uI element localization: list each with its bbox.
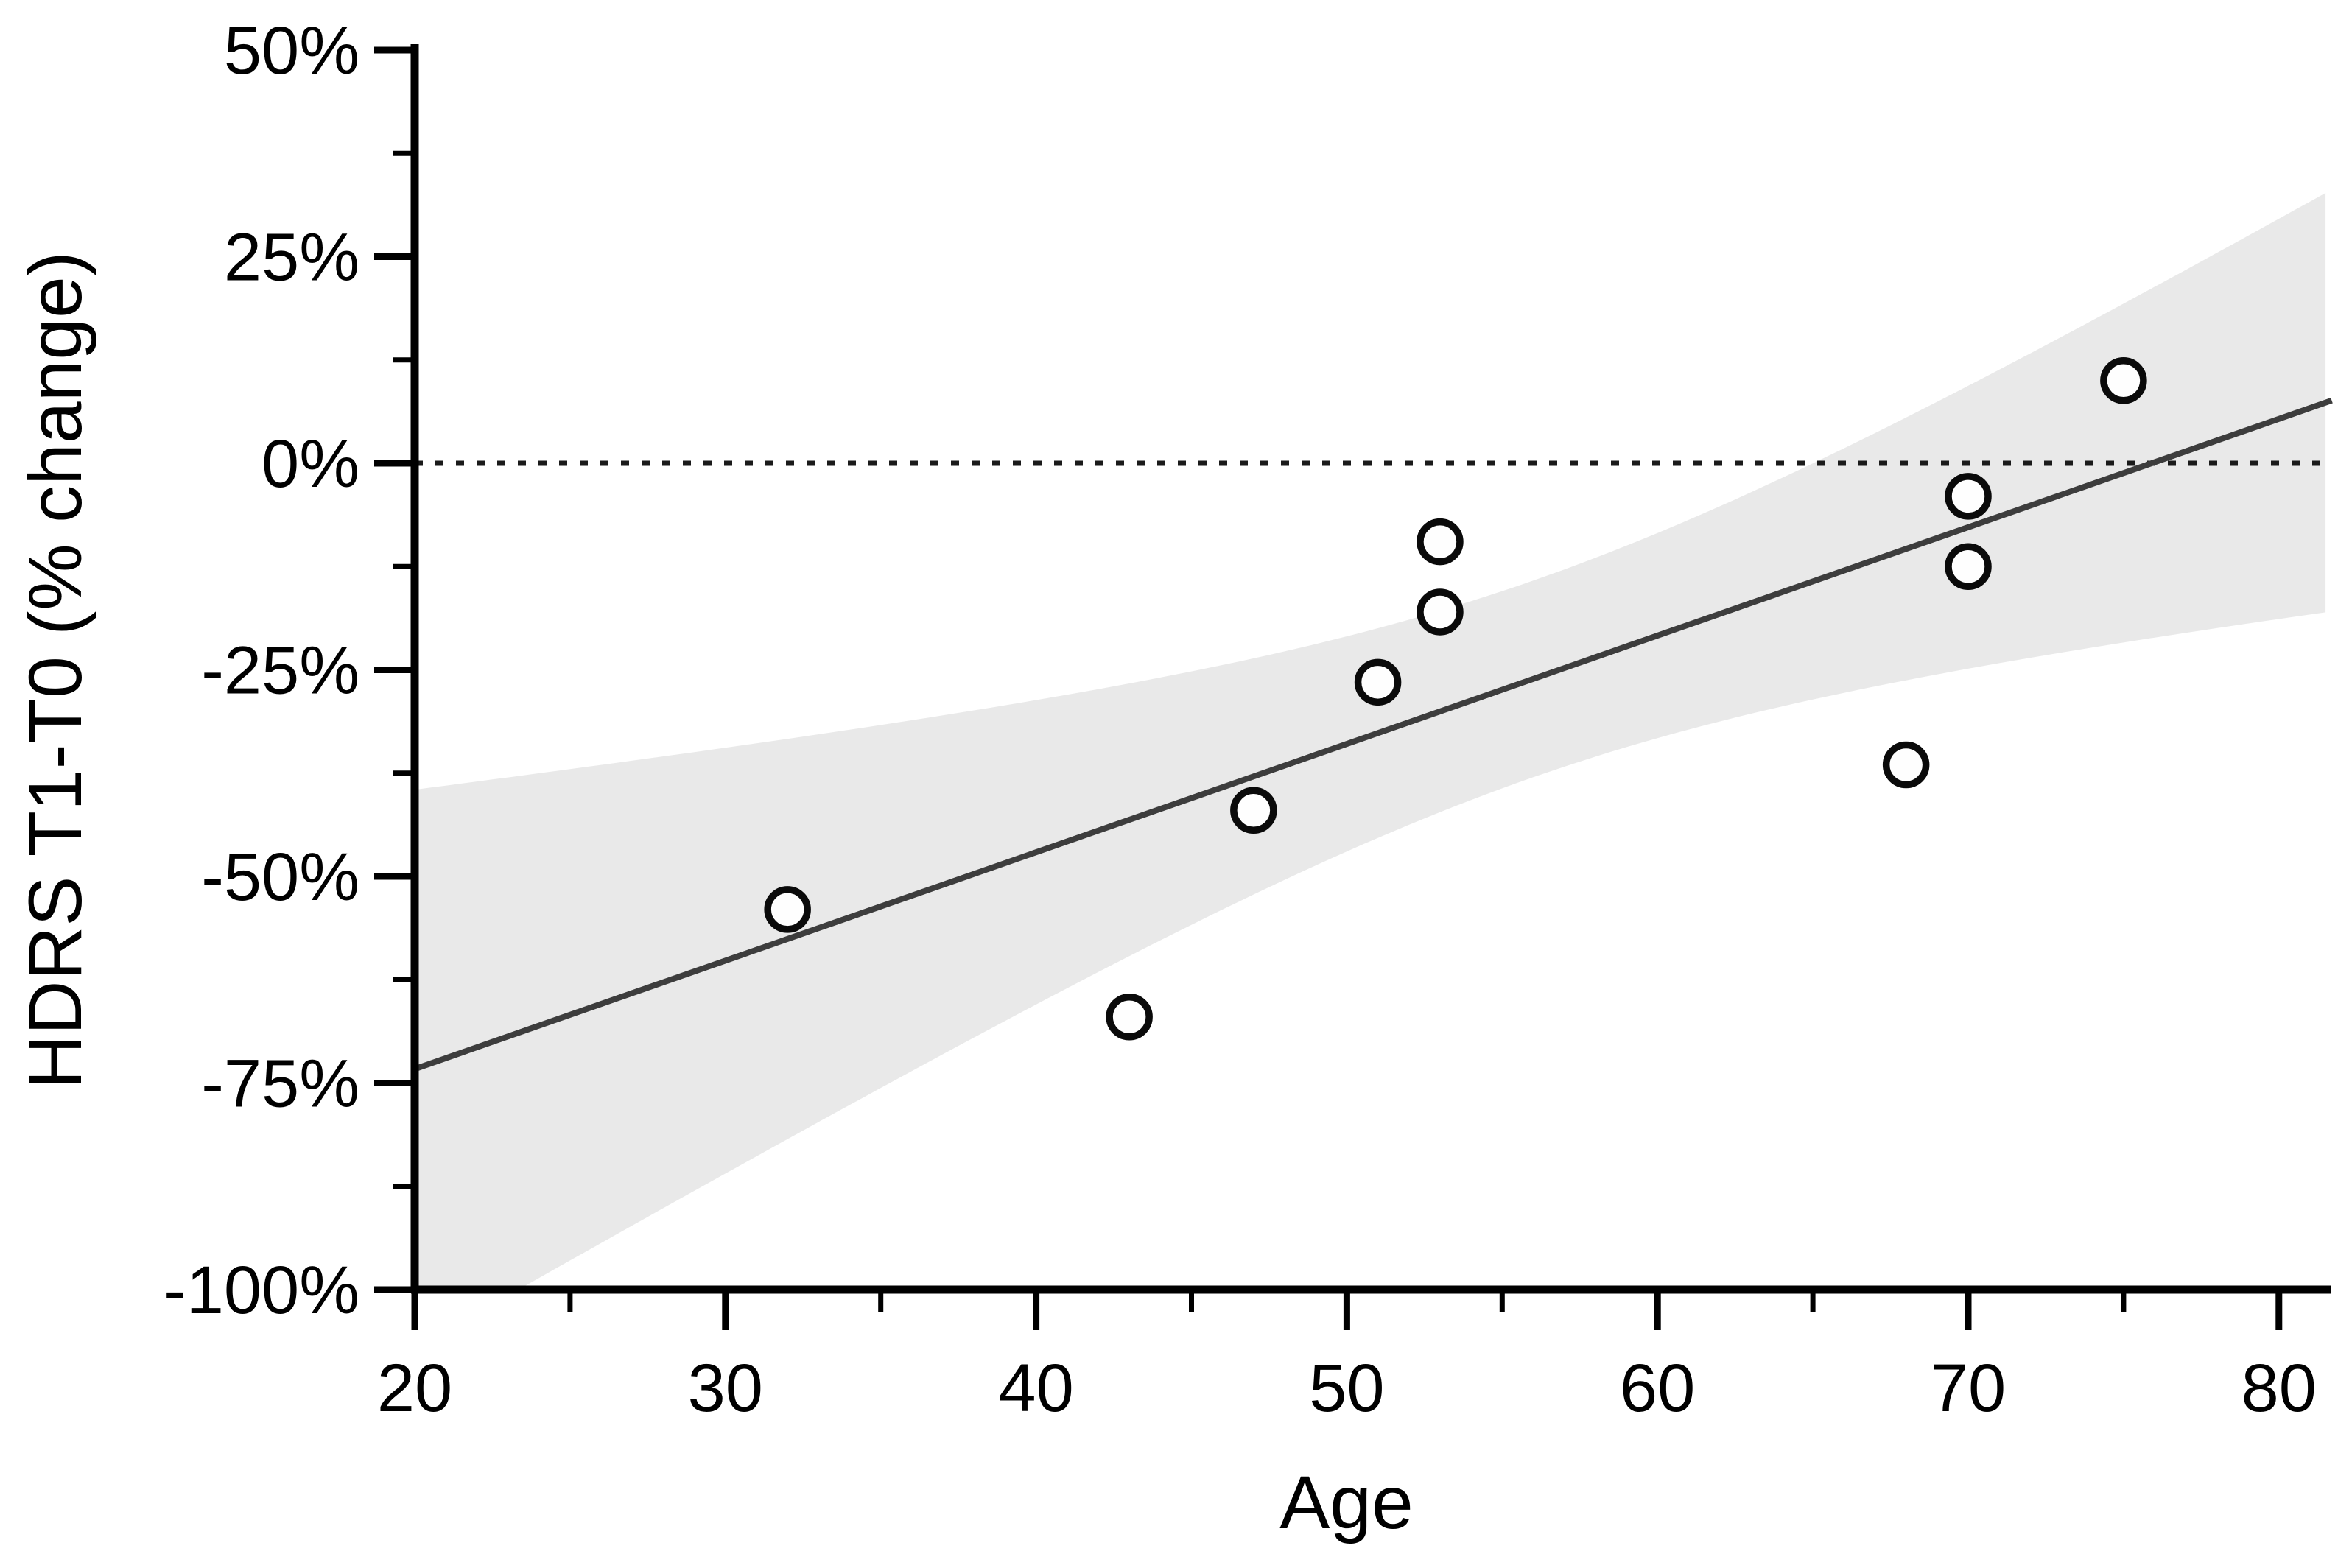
confidence-band xyxy=(415,193,2326,1290)
y-tick-label: 25% xyxy=(224,220,359,295)
y-tick-label: -50% xyxy=(201,840,359,915)
x-tick-label: 80 xyxy=(2242,1351,2317,1426)
tick-labels-layer: 50% 25% 0% -25% -50% -75% -100%20 30 40 50 60 70 80 xyxy=(164,13,2317,1426)
data-point xyxy=(2100,357,2147,404)
x-tick-label: 70 xyxy=(1931,1351,2006,1426)
axes-layer xyxy=(374,44,2331,1330)
x-axis-title: Age xyxy=(1279,1460,1414,1544)
data-point xyxy=(1354,658,1402,706)
data-points-layer xyxy=(764,357,2147,1041)
confidence-band-layer xyxy=(415,193,2326,1290)
y-axis-title: HDRS T1-T0 (% change) xyxy=(13,251,97,1089)
x-tick-label: 20 xyxy=(377,1351,452,1426)
y-tick-label: 0% xyxy=(261,426,359,502)
data-point xyxy=(764,886,811,933)
data-point xyxy=(1230,787,1277,834)
regression-line-layer xyxy=(415,397,2333,1072)
y-tick-label: -100% xyxy=(164,1253,359,1328)
regression-line xyxy=(415,397,2333,1072)
data-point xyxy=(1106,993,1153,1041)
x-tick-label: 50 xyxy=(1309,1351,1384,1426)
x-tick-label: 60 xyxy=(1620,1351,1695,1426)
data-point xyxy=(1945,543,1992,590)
data-point xyxy=(1945,473,1992,520)
data-point xyxy=(1882,741,1930,789)
y-tick-label: -25% xyxy=(201,633,359,709)
x-tick-label: 30 xyxy=(688,1351,763,1426)
y-tick-label: -75% xyxy=(201,1047,359,1122)
data-point xyxy=(1417,588,1464,636)
data-point xyxy=(1417,518,1464,566)
y-tick-label: 50% xyxy=(224,13,359,88)
x-tick-label: 40 xyxy=(998,1351,1073,1426)
